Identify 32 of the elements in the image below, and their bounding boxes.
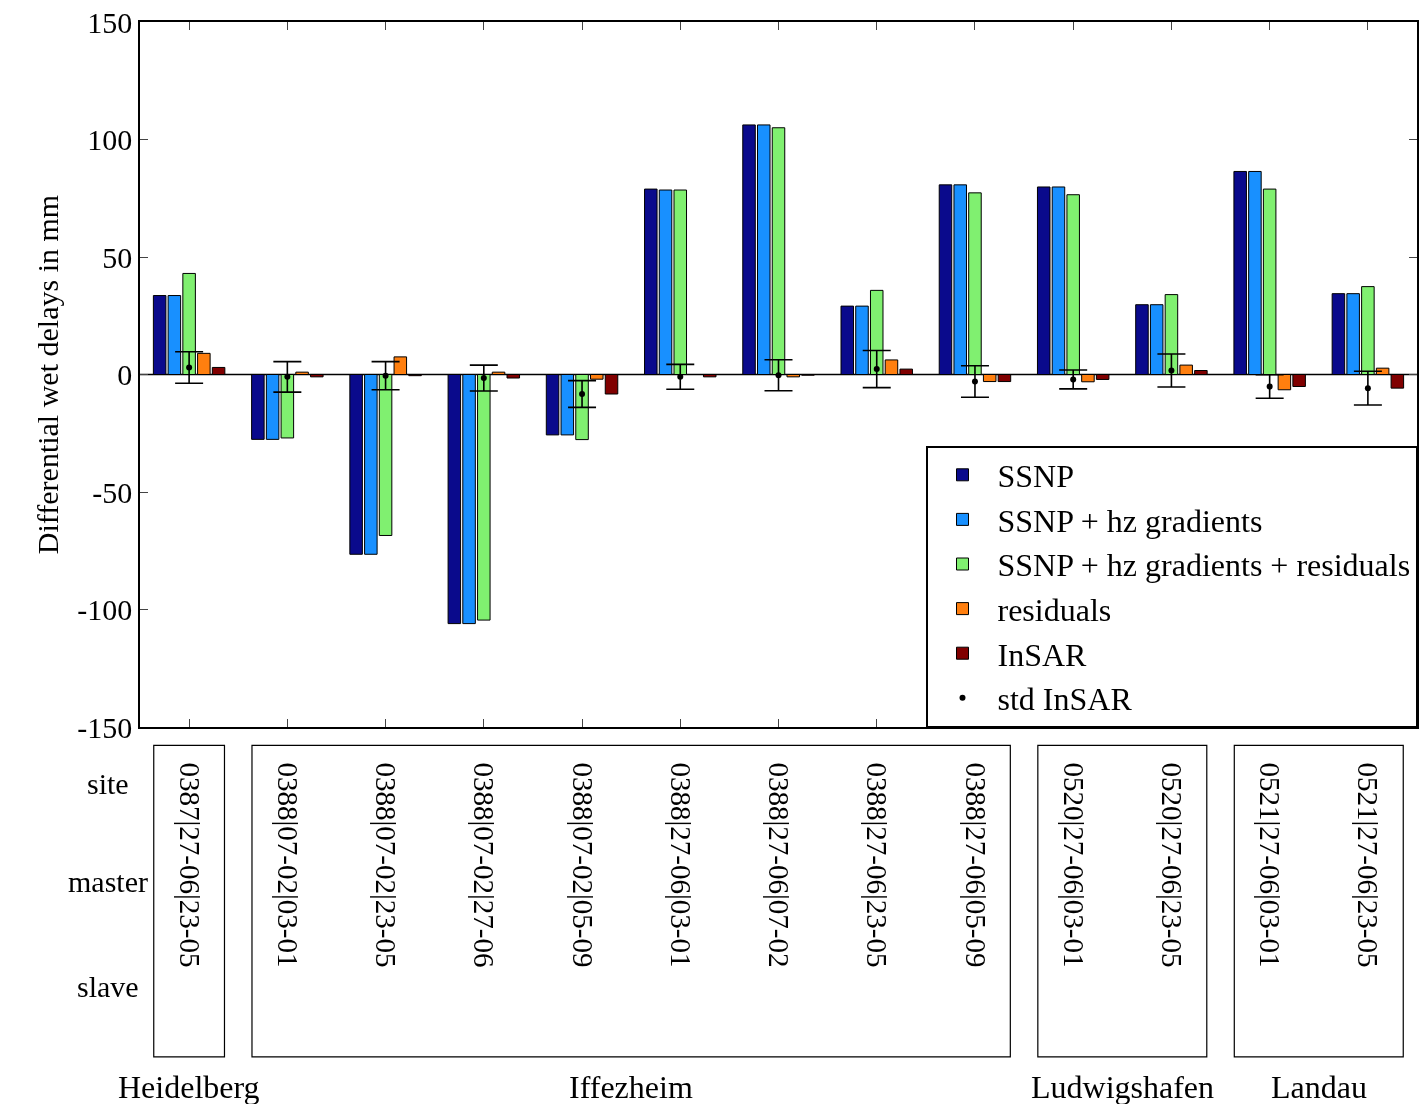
text: Landau xyxy=(1271,1069,1367,1104)
legend-label: residuals xyxy=(997,592,1112,629)
y-axis-title: Differential wet delays in mm xyxy=(30,194,64,555)
x-tick-label: 0388|07-02|27-06 xyxy=(468,762,501,968)
x-tick-label: 0387|27-06|23-05 xyxy=(173,762,206,968)
y-tick-label: -150 xyxy=(77,710,133,744)
x-tick-label: 0388|07-02|03-01 xyxy=(271,762,304,968)
legend-label: std InSAR xyxy=(997,681,1133,718)
legend-label: SSNP xyxy=(997,458,1074,495)
x-tick-label: 0388|27-06|07-02 xyxy=(763,762,796,968)
x-tick-label: 0521|27-06|23-05 xyxy=(1352,762,1385,968)
x-tick-label: 0520|27-06|03-01 xyxy=(1057,762,1090,968)
legend-label: SSNP + hz gradients xyxy=(997,502,1263,539)
y-tick-label: 150 xyxy=(87,5,133,39)
text: Iffezheim xyxy=(569,1069,693,1104)
text: site xyxy=(87,767,129,800)
text: master xyxy=(68,865,148,898)
x-tick-label: 0388|27-06|05-09 xyxy=(959,762,992,968)
x-tick-label: 0388|27-06|03-01 xyxy=(664,762,697,968)
text: slave xyxy=(77,970,139,1003)
x-tick-label: 0388|07-02|05-09 xyxy=(566,762,599,968)
legend-label: SSNP + hz gradients + residuals xyxy=(997,547,1411,584)
y-tick-label: 100 xyxy=(87,123,133,156)
x-tick-label: 0388|07-02|23-05 xyxy=(370,762,403,968)
x-tick-label: 0521|27-06|03-01 xyxy=(1254,762,1287,968)
x-tick-label: 0520|27-06|23-05 xyxy=(1155,762,1188,968)
legend-label: InSAR xyxy=(997,636,1088,673)
x-tick-label: 0388|27-06|23-05 xyxy=(861,762,894,968)
y-tick-label: 50 xyxy=(102,240,133,274)
y-tick-label: 0 xyxy=(117,358,133,391)
y-tick-label: -50 xyxy=(92,475,133,509)
y-tick-label: -100 xyxy=(77,593,133,626)
